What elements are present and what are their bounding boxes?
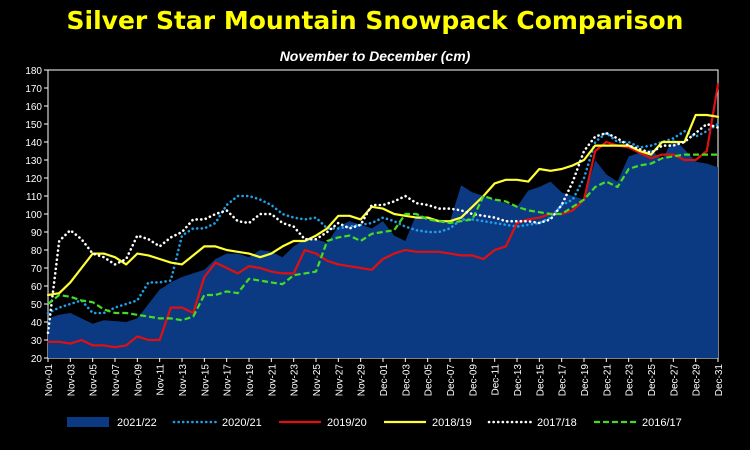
y-tick-label: 120 (25, 174, 42, 185)
legend: 2021/22 2020/21 2019/20 2018/19 2017/18 2016/… (67, 417, 682, 429)
legend-label: 2020/21 (222, 417, 262, 429)
series-area-2021-22 (48, 138, 718, 358)
x-tick-label: Nov-27 (334, 364, 345, 397)
x-tick-label: Dec-29 (692, 364, 703, 397)
series-line-2018-19 (46, 113, 720, 297)
series-line-2017-18 (46, 122, 720, 335)
x-tick-label: Nov-23 (290, 364, 301, 397)
legend-label: 2021/22 (117, 417, 157, 429)
legend-swatch (67, 417, 109, 427)
y-tick-label: 90 (31, 228, 43, 239)
x-tick-label: Dec-01 (379, 364, 390, 397)
x-tick-label: Nov-01 (44, 364, 55, 397)
y-tick-label: 110 (26, 192, 42, 203)
y-tick-label: 140 (25, 138, 42, 149)
x-tick-label: Dec-31 (714, 364, 725, 397)
x-tick-label: Nov-09 (133, 364, 144, 397)
y-tick-label: 100 (25, 210, 42, 221)
x-tick-label: Dec-11 (491, 364, 502, 396)
legend-label: 2016/17 (642, 417, 682, 429)
x-tick-label: Dec-03 (401, 364, 412, 397)
x-tick-label: Dec-07 (446, 364, 457, 397)
series-line-2016-17 (47, 153, 718, 322)
legend-label: 2019/20 (327, 417, 367, 429)
y-tick-label: 130 (25, 156, 42, 167)
x-tick-label: Dec-15 (535, 364, 546, 397)
x-tick-label: Dec-21 (602, 364, 613, 397)
x-tick-label: Nov-15 (200, 364, 211, 397)
x-tick-label: Nov-21 (267, 364, 278, 397)
x-tick-label: Nov-13 (178, 364, 189, 397)
legend-label: 2017/18 (537, 417, 577, 429)
x-tick-label: Dec-25 (647, 364, 658, 397)
y-tick-label: 160 (25, 102, 42, 113)
x-tick-label: Dec-19 (580, 364, 591, 397)
x-tick-label: Nov-05 (89, 364, 100, 397)
x-tick-label: Dec-13 (513, 364, 524, 397)
chart-title: Silver Star Mountain Snowpack Comparison (66, 6, 684, 35)
x-tick-label: Nov-07 (111, 364, 122, 397)
plot-area: 20 30 40 50 60 70 80 90 100 110 120 130 140 150 160 170… (25, 66, 725, 396)
series-line-2019-20 (46, 83, 720, 349)
y-tick-label: 60 (31, 282, 43, 293)
y-tick-label: 170 (25, 84, 42, 95)
chart-subtitle: November to December (cm) (279, 48, 471, 64)
x-tick-label: Dec-05 (424, 364, 435, 397)
x-tick-label: Nov-03 (66, 364, 77, 397)
y-tick-label: 180 (25, 66, 42, 77)
x-tick-label: Nov-11 (156, 364, 167, 396)
x-tick-label: Nov-17 (223, 364, 234, 397)
y-tick-label: 40 (31, 318, 43, 329)
x-tick-label: Nov-19 (245, 364, 256, 397)
x-tick-label: Dec-17 (558, 364, 569, 397)
y-tick-label: 50 (31, 300, 43, 311)
y-tick-label: 30 (31, 336, 43, 347)
y-tick-label: 150 (25, 120, 42, 131)
y-tick-label: 20 (31, 354, 43, 365)
x-tick-label: Dec-09 (468, 364, 479, 397)
x-tick-label: Nov-29 (357, 364, 368, 397)
x-tick-label: Dec-27 (669, 364, 680, 397)
y-tick-label: 80 (31, 246, 43, 257)
legend-label: 2018/19 (432, 417, 472, 429)
y-tick-label: 70 (31, 264, 43, 275)
x-tick-label: Dec-23 (625, 364, 636, 397)
x-tick-label: Nov-25 (312, 364, 323, 397)
